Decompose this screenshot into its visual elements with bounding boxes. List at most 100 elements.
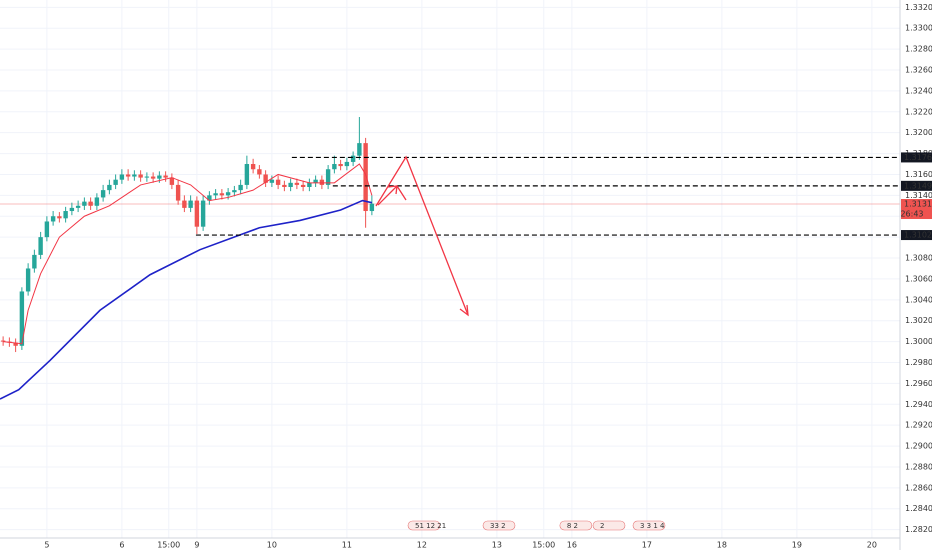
y-tick-label: 1.28600 bbox=[905, 483, 932, 492]
candle-body bbox=[225, 192, 231, 196]
y-tick-label: 1.29400 bbox=[905, 400, 932, 409]
arrow-head bbox=[459, 304, 469, 317]
candle-body bbox=[244, 164, 250, 185]
candle-body bbox=[357, 143, 362, 156]
y-tick-label: 1.29200 bbox=[905, 421, 932, 430]
y-tick-label: 1.33200 bbox=[905, 3, 932, 12]
candle-body bbox=[175, 184, 181, 201]
candle-body bbox=[325, 169, 331, 185]
candle-body bbox=[350, 155, 356, 162]
event-badge bbox=[632, 520, 666, 531]
x-tick-label: 12 bbox=[417, 541, 427, 550]
level-label: 1.31020 bbox=[904, 231, 932, 240]
x-tick-label: 15:00 bbox=[532, 541, 555, 550]
candle-body bbox=[69, 207, 75, 212]
candle-body bbox=[344, 161, 350, 167]
x-tick-label: 19 bbox=[792, 541, 802, 550]
y-tick-label: 1.28200 bbox=[905, 525, 932, 534]
candle-body bbox=[75, 205, 81, 208]
candle-body bbox=[200, 200, 206, 227]
x-tick-label: 6 bbox=[119, 541, 124, 550]
candle-body bbox=[207, 195, 212, 201]
candle-body bbox=[25, 268, 31, 292]
candle-body bbox=[63, 211, 68, 219]
candle-body bbox=[282, 184, 287, 187]
candle-body bbox=[369, 203, 375, 212]
event-label: 2 bbox=[600, 522, 604, 530]
level-label-box bbox=[901, 230, 932, 241]
candle-body bbox=[338, 164, 343, 167]
event-label: 8 2 bbox=[567, 522, 578, 530]
candle-body bbox=[169, 177, 175, 185]
y-tick-label: 1.32000 bbox=[905, 128, 932, 137]
candle-body bbox=[144, 176, 150, 178]
candle-body bbox=[307, 182, 312, 187]
x-tick-label: 5 bbox=[44, 541, 49, 550]
x-tick-label: 11 bbox=[342, 541, 352, 550]
projection-line bbox=[396, 185, 407, 201]
event-label: 51 12 21 bbox=[415, 522, 446, 530]
level-label: 1.31763 bbox=[904, 153, 932, 162]
candle-body bbox=[44, 221, 50, 238]
candle-body bbox=[125, 174, 131, 177]
candle-body bbox=[19, 291, 25, 346]
moving-average-line bbox=[3, 163, 373, 345]
y-tick-label: 1.28800 bbox=[905, 462, 932, 471]
candle-body bbox=[257, 169, 262, 175]
y-tick-label: 1.31600 bbox=[905, 170, 932, 179]
candle-body bbox=[250, 164, 256, 170]
event-badge bbox=[559, 520, 593, 531]
y-tick-label: 1.29600 bbox=[905, 379, 932, 388]
x-tick-label: 17 bbox=[642, 541, 652, 550]
candle-body bbox=[319, 179, 325, 185]
candle-body bbox=[0, 340, 6, 342]
candle-body bbox=[38, 237, 43, 255]
x-tick-label: 18 bbox=[717, 541, 727, 550]
candle-body bbox=[313, 179, 318, 183]
candle-body bbox=[163, 175, 168, 178]
candle-body bbox=[13, 342, 18, 346]
x-tick-label: 20 bbox=[867, 541, 877, 550]
candle-body bbox=[107, 184, 112, 191]
y-tick-label: 1.29800 bbox=[905, 358, 932, 367]
candle-body bbox=[82, 201, 87, 206]
y-tick-label: 1.32600 bbox=[905, 65, 932, 74]
candle-body bbox=[157, 175, 162, 179]
candle-body bbox=[238, 184, 243, 191]
candle-body bbox=[88, 201, 93, 206]
countdown-label: 26:43 bbox=[900, 210, 923, 219]
projection-drawing bbox=[375, 155, 469, 317]
event-badge bbox=[482, 520, 516, 531]
y-tick-label: 1.28400 bbox=[905, 504, 932, 513]
candle-body bbox=[182, 200, 187, 208]
level-label-box bbox=[901, 180, 932, 191]
x-tick-label: 16 bbox=[567, 541, 577, 550]
x-tick-label: 13 bbox=[492, 541, 502, 550]
projection-line bbox=[377, 185, 398, 206]
event-badge bbox=[592, 520, 626, 531]
candle-body bbox=[113, 179, 118, 185]
last-price-label: 1.31317 bbox=[904, 200, 932, 209]
candle-body bbox=[219, 193, 225, 196]
y-tick-label: 1.30400 bbox=[905, 295, 932, 304]
candle-body bbox=[132, 174, 137, 177]
y-tick-label: 1.30200 bbox=[905, 316, 932, 325]
x-tick-label: 10 bbox=[267, 541, 277, 550]
candle-body bbox=[32, 254, 37, 269]
candle-body bbox=[188, 200, 193, 208]
candle-body bbox=[269, 179, 275, 183]
candle-body bbox=[363, 143, 368, 212]
y-tick-label: 1.32800 bbox=[905, 45, 932, 54]
level-label-box bbox=[901, 152, 932, 163]
y-tick-label: 1.30800 bbox=[905, 254, 932, 263]
y-tick-label: 1.32200 bbox=[905, 107, 932, 116]
candle-body bbox=[119, 174, 125, 180]
candle-body bbox=[57, 216, 62, 219]
candle-body bbox=[50, 216, 56, 222]
candle-body bbox=[294, 182, 300, 185]
candle-body bbox=[300, 184, 306, 187]
x-tick-label: 15:00 bbox=[157, 541, 180, 550]
projection-line bbox=[375, 155, 469, 316]
last-price-box bbox=[901, 199, 932, 220]
